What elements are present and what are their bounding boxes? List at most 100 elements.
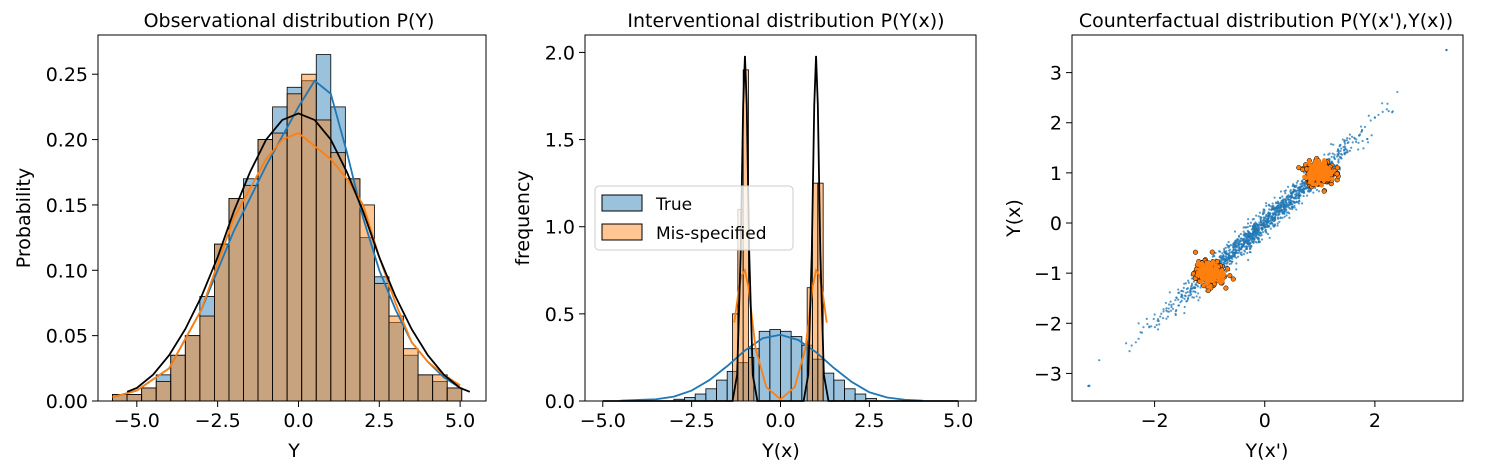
scatter-point-blue [1303,181,1306,184]
scatter-point-blue [1256,229,1260,232]
histogram-bar-interventional-series-0 [716,379,728,402]
scatter-point-blue [1270,221,1274,225]
scatter-point-blue [1152,317,1155,321]
scatter-point-blue [1291,203,1294,206]
scatter-point-blue [1139,331,1142,334]
scatter-point-orange-cluster-0 [1192,249,1199,255]
scatter-point-orange-cluster-0 [1227,273,1233,279]
scatter-point-blue [1269,217,1272,220]
scatter-point-blue [1248,224,1252,228]
scatter-point-blue [1174,310,1177,313]
scatter-point-orange-cluster-0 [1216,278,1222,283]
scatter-point-blue [1268,208,1271,211]
scatter-point-blue [1257,226,1261,229]
scatter-point-orange-cluster-1 [1324,167,1329,173]
scatter-point-blue [1281,216,1284,219]
scatter-point-blue [1251,232,1255,235]
scatter-point-blue [1297,196,1301,199]
histogram-bar-interventional-series-0 [694,393,707,402]
scatter-point-orange-cluster-1 [1302,174,1307,180]
scatter-point-blue [1234,251,1237,254]
scatter-point-blue [1250,244,1253,248]
scatter-point-blue [1223,250,1227,254]
scatter-point-blue [1341,138,1344,141]
scatter-point-blue [1300,202,1304,205]
scatter-point-blue [1284,201,1287,204]
scatter-point-blue [1177,304,1181,307]
scatter-point-blue [1366,137,1369,141]
scatter-point-blue [1231,260,1234,263]
scatter-point-blue [1169,309,1173,312]
scatter-point-blue [1191,286,1195,290]
scatter-point-blue [1195,281,1198,284]
scatter-point-blue [1271,202,1274,205]
scatter-point-blue [1177,288,1180,291]
scatter-point-blue [1300,180,1304,183]
scatter-point-blue [1243,237,1246,241]
x-axis-label-interventional: Y(x) [761,440,800,462]
scatter-point-blue [1243,232,1246,235]
scatter-point-blue [1323,153,1326,156]
scatter-point-blue [1225,243,1229,246]
scatter-point-blue [1235,249,1238,252]
scatter-point-blue [1277,217,1280,220]
scatter-point-blue [1242,230,1245,233]
scatter-point-blue [1181,294,1184,297]
scatter-point-blue [1227,258,1230,261]
scatter-point-blue [1276,206,1279,209]
scatter-point-blue [1293,193,1297,196]
x-tick-label-observational: 5.0 [445,410,475,432]
scatter-point-blue [1281,195,1284,198]
scatter-point-blue [1247,218,1250,221]
scatter-point-blue [1330,155,1333,159]
x-tick-label-observational: −2.5 [195,410,241,432]
scatter-point-orange-cluster-1 [1330,169,1335,175]
scatter-point-blue [1254,225,1257,228]
scatter-point-blue [1261,231,1265,234]
scatter-point-blue [1298,200,1301,203]
scatter-point-orange-cluster-1 [1321,158,1327,163]
scatter-point-blue [1252,234,1255,237]
scatter-point-blue [1242,253,1246,256]
panel-interventional: Interventional distribution P(Y(x)) Y(x)… [512,10,977,462]
scatter-point-blue [1297,191,1300,195]
scatter-point-blue [1350,135,1354,138]
scatter-point-blue [1357,148,1360,151]
scatter-point-blue [1266,218,1270,221]
scatter-point-blue [1347,141,1350,144]
scatter-point-blue [1283,215,1286,218]
scatter-point-blue [1248,234,1252,237]
scatter-point-blue [1337,148,1340,152]
scatter-point-blue [1343,145,1346,148]
scatter-point-blue [1244,226,1247,229]
scatter-point-orange-cluster-0 [1209,249,1215,255]
scatter-point-blue [1288,212,1291,215]
scatter-point-blue [1187,279,1190,282]
scatter-point-blue [1128,350,1131,353]
y-tick-label-observational: 0.15 [46,195,88,217]
y-axis-label-observational: Probability [13,168,35,268]
scatter-point-orange-cluster-1 [1334,165,1340,171]
scatter-point-blue [1245,233,1248,236]
scatter-point-blue [1162,310,1165,313]
scatter-point-blue [1194,283,1197,286]
y-tick-label-interventional: 2.0 [545,42,575,64]
scatter-point-blue [1391,111,1394,114]
axes-frame-counterfactual [1071,34,1464,402]
scatter-point-blue [1134,341,1137,344]
scatter-point-orange-cluster-1 [1325,176,1331,181]
histogram-bar-interventional-series-0 [769,329,781,402]
kde-line-interventional-series-1 [733,268,828,401]
scatter-point-blue [1219,250,1222,253]
scatter-point-blue [1254,240,1257,243]
scatter-point-blue [1317,190,1321,193]
scatter-point-blue [1338,145,1341,148]
histogram-bar-interventional-series-0 [844,388,856,402]
scatter-point-blue [1330,143,1333,146]
scatter-point-blue [1279,204,1283,207]
scatter-point-blue [1276,200,1280,203]
scatter-point-blue [1268,236,1271,239]
scatter-point-blue [1276,210,1280,213]
scatter-point-blue [1348,133,1352,136]
scatter-point-blue [1305,194,1309,197]
